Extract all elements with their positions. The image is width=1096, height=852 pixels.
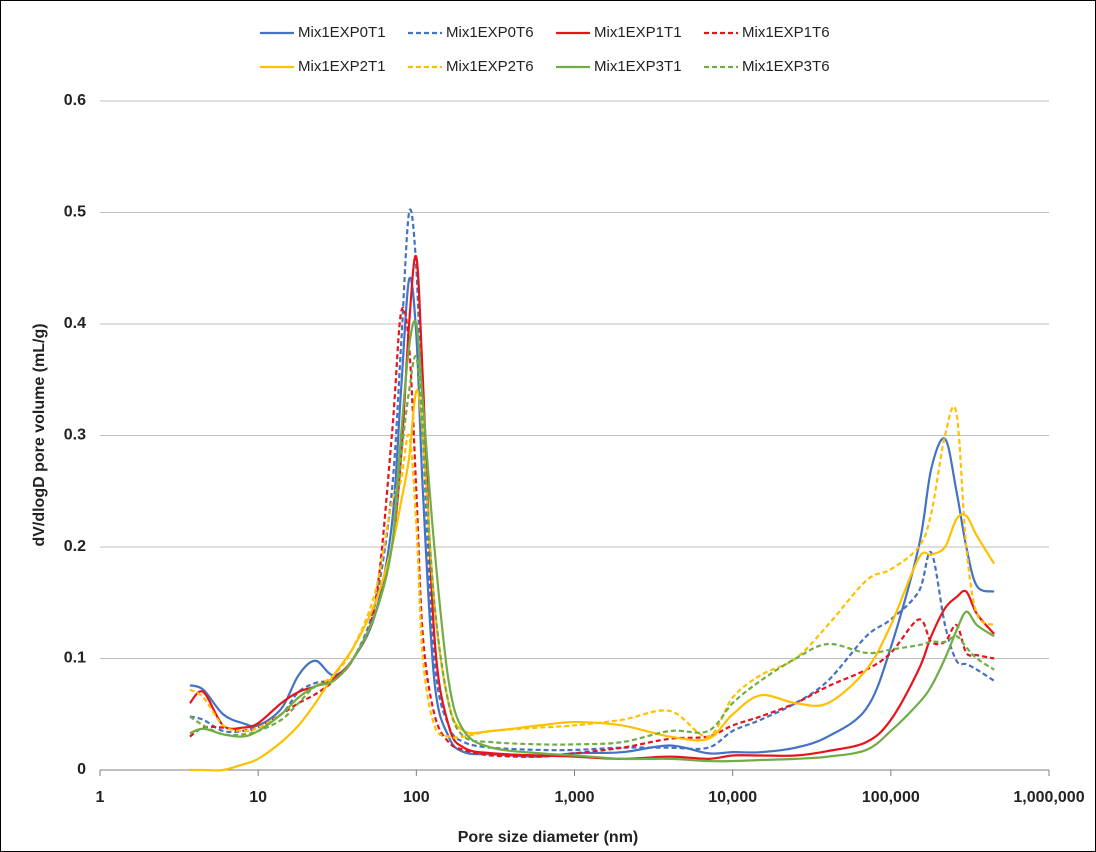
- y-tick-label: 0: [77, 761, 86, 778]
- legend-label: Mix1EXP3T6: [742, 58, 830, 75]
- y-tick-label: 0.6: [64, 92, 86, 109]
- x-tick-label: 1: [96, 789, 105, 806]
- legend-label: Mix1EXP3T1: [594, 58, 682, 75]
- series-line: [189, 319, 995, 763]
- legend-label: Mix1EXP0T6: [446, 24, 534, 41]
- y-tick-label: 0.3: [64, 427, 86, 444]
- x-tick-label: 10,000: [708, 789, 757, 806]
- x-tick-label: 100,000: [862, 789, 920, 806]
- x-tick-label: 1,000,000: [1013, 789, 1084, 806]
- legend-label: Mix1EXP2T6: [446, 58, 534, 75]
- y-tick-label: 0.2: [64, 538, 86, 555]
- series-line: [189, 306, 995, 758]
- series-line: [189, 354, 995, 746]
- y-tick-label: 0.4: [64, 315, 86, 332]
- legend-label: Mix1EXP1T6: [742, 24, 830, 41]
- legend-label: Mix1EXP2T1: [298, 58, 386, 75]
- x-tick-label: 1,000: [554, 789, 594, 806]
- x-tick-label: 100: [403, 789, 430, 806]
- legend-label: Mix1EXP0T1: [298, 24, 386, 41]
- x-axis-label: Pore size diameter (nm): [458, 829, 639, 846]
- y-tick-label: 0.5: [64, 204, 86, 221]
- y-axis-label: dV/dlogD pore volume (mL/g): [31, 323, 48, 546]
- x-tick-label: 10: [249, 789, 267, 806]
- legend-label: Mix1EXP1T1: [594, 24, 682, 41]
- series-line: [189, 254, 995, 760]
- y-tick-label: 0.1: [64, 650, 86, 667]
- series-line: [189, 276, 995, 758]
